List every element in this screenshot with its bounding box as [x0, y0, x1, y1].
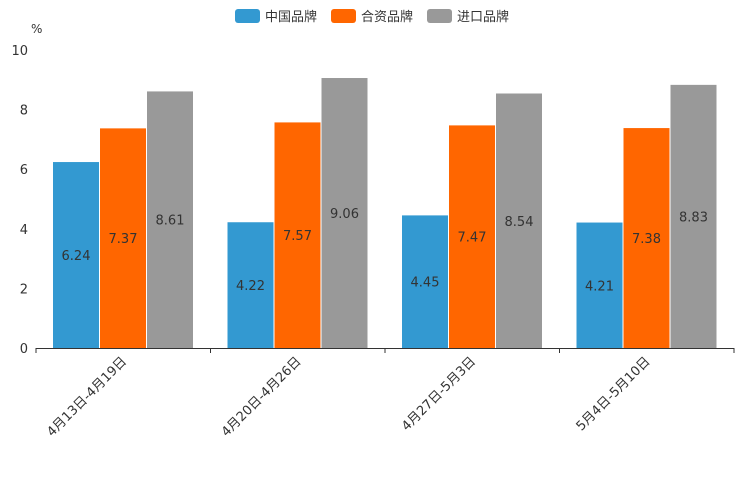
data-label: 4.45	[411, 276, 440, 291]
legend: 中国品牌 合资品牌 进口品牌	[0, 6, 744, 25]
bar-import-3	[496, 93, 542, 349]
x-tick-label: 4月27日-5月3日	[399, 354, 479, 434]
bar-joint-3	[449, 125, 495, 348]
y-tick-label: 2	[20, 282, 28, 297]
data-label: 6.24	[62, 249, 91, 264]
y-axis-unit-label: %	[31, 22, 42, 36]
x-tick-label: 5月4日-5月10日	[574, 354, 654, 434]
data-label: 7.57	[283, 229, 312, 244]
y-tick-label: 10	[11, 44, 28, 59]
bar-joint-4	[623, 128, 670, 348]
data-label: 8.61	[156, 214, 185, 229]
bar-import-2	[321, 78, 368, 349]
legend-label-import-brand: 进口品牌	[457, 10, 510, 25]
data-label: 8.83	[679, 210, 708, 225]
x-tick-label: 4月13日-4月19日	[44, 354, 130, 440]
data-label: 9.06	[330, 207, 359, 222]
bar-china-2	[227, 222, 274, 348]
bar-china-3	[402, 215, 448, 348]
x-tick-label: 4月20日-4月26日	[219, 354, 305, 440]
bar-import-4	[670, 84, 717, 348]
y-tick-label: 0	[20, 342, 28, 357]
legend-swatch-import-brand	[427, 8, 452, 23]
data-label: 8.54	[505, 215, 534, 230]
data-label: 4.21	[585, 279, 614, 294]
y-tick-label: 4	[20, 223, 28, 238]
data-label: 7.47	[458, 231, 487, 246]
data-label: 7.38	[632, 232, 661, 247]
legend-item-china-brand[interactable]: 中国品牌	[234, 6, 317, 25]
bar-joint-2	[274, 122, 321, 348]
bar-china-4	[576, 222, 623, 348]
y-tick-label: 6	[20, 163, 28, 178]
legend-item-import-brand[interactable]: 进口品牌	[427, 6, 509, 25]
legend-label-joint-brand: 合资品牌	[360, 10, 413, 25]
bar-import-1	[147, 91, 193, 348]
legend-item-joint-brand[interactable]: 合资品牌	[330, 6, 413, 25]
bar-joint-1	[100, 128, 146, 348]
y-tick-label: 8	[20, 104, 28, 119]
legend-swatch-china-brand	[234, 8, 260, 23]
legend-swatch-joint-brand	[330, 8, 356, 23]
data-label: 4.22	[236, 279, 265, 294]
legend-label-china-brand: 中国品牌	[264, 10, 317, 25]
bar-china-1	[53, 162, 99, 348]
data-label: 7.37	[109, 232, 138, 247]
